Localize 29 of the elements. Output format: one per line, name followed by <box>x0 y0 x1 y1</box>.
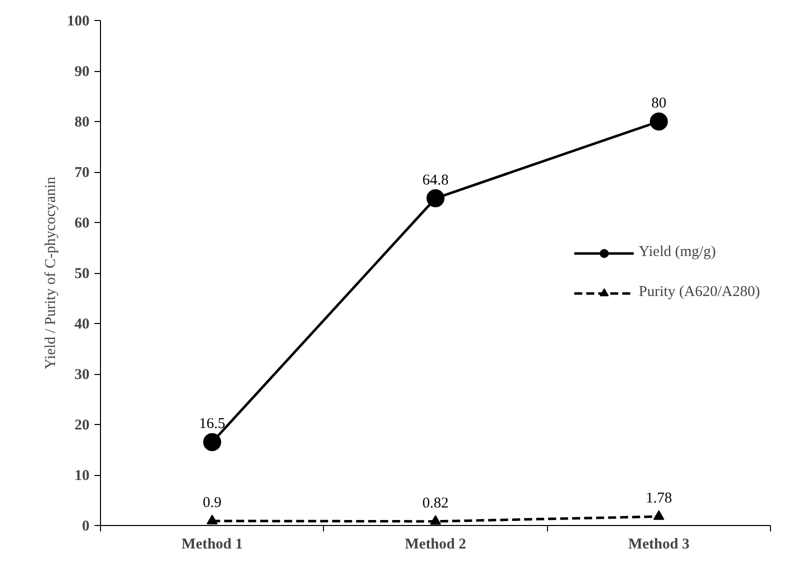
y-tick-label: 30 <box>74 367 90 383</box>
data-label: 16.5 <box>199 416 226 432</box>
data-label: 64.8 <box>422 172 449 188</box>
x-tick-label: Method 3 <box>628 536 690 552</box>
data-label: 80 <box>651 96 666 112</box>
y-tick-label: 90 <box>74 64 90 80</box>
y-tick-label: 100 <box>67 14 90 30</box>
legend-label: Yield (mg/g) <box>638 244 716 261</box>
point <box>206 514 218 524</box>
point <box>203 433 222 452</box>
legend-label: Purity (A620/A280) <box>638 284 760 301</box>
y-tick-label: 80 <box>74 114 90 130</box>
y-tick-label: 70 <box>74 165 90 181</box>
point <box>430 515 441 525</box>
y-tick-label: 60 <box>74 216 90 232</box>
data-label: 1.78 <box>646 490 672 507</box>
y-tick-label: 40 <box>74 316 90 332</box>
data-label: 0.82 <box>422 495 449 512</box>
point <box>426 189 444 208</box>
point <box>650 112 668 130</box>
data-label: 0.9 <box>202 494 222 511</box>
x-tick-label: Method 2 <box>404 536 466 552</box>
y-tick-label: 20 <box>74 418 90 434</box>
y-tick-label: 10 <box>74 468 90 484</box>
x-tick-label: Method 1 <box>182 536 243 552</box>
y-axis-title: Yield / Purity of C-phycocyanin <box>43 176 59 370</box>
y-tick-label: 50 <box>74 266 90 282</box>
point <box>653 510 664 520</box>
y-tick-label: 0 <box>82 518 90 534</box>
